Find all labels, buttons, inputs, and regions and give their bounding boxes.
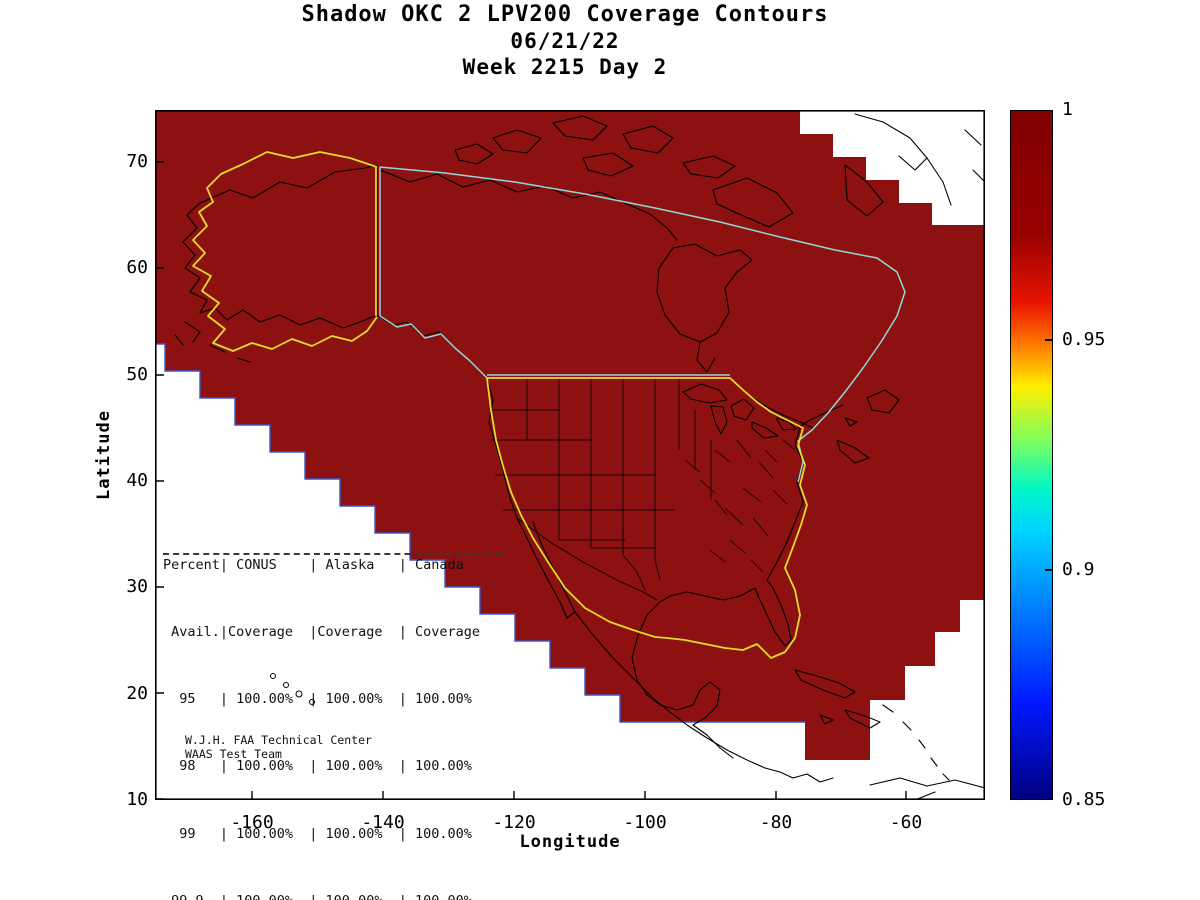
coverage-table-row: 99 | 100.00% | 100.00% | 100.00% [163,825,472,842]
coverage-table-row: 95 | 100.00% | 100.00% | 100.00% [163,691,472,708]
y-tick-label: 20 [126,683,148,704]
coverage-table-header: Avail.|Coverage |Coverage | Coverage [163,624,480,641]
y-tick-label: 60 [126,257,148,278]
coverage-map [155,110,985,800]
credit-line: WAAS Test Team [185,747,282,761]
y-tick-label: 40 [126,470,148,491]
plot-border [155,110,985,800]
coastline-layer [174,113,985,800]
figure-week-day: Week 2215 Day 2 [462,55,668,79]
credit-block: W.J.H. FAA Technical Center WAAS Test Te… [185,733,372,761]
y-axis-label: Latitude [94,410,114,500]
x-tick-label: -160 [230,812,274,833]
y-tick-label: 30 [126,576,148,597]
coverage-table-row: 99.9 | 100.00% | 100.00% | 100.00% [163,890,480,900]
hawaii-islands [270,673,315,705]
y-tick-label: 70 [126,151,148,172]
x-axis-label: Longitude [519,832,621,852]
coverage-table-header: Percent| CONUS | Alaska | Canada [163,556,464,573]
colorbar-tick-label: 0.9 [1062,559,1095,580]
x-tick-label: -80 [759,812,793,833]
coverage-table: Percent| CONUS | Alaska | Canada Avail.|… [163,509,480,900]
y-tick-label: 50 [126,364,148,385]
x-tick-label: -100 [623,812,667,833]
colorbar [1010,110,1053,800]
y-tick-label: 10 [126,789,148,810]
axis-tick-marks [155,161,907,800]
low-coverage-edge-contour [155,343,805,723]
x-tick-label: -60 [889,812,923,833]
colorbar-tick-label: 0.85 [1062,789,1106,810]
yellow-contour-layer [192,151,808,659]
colorbar-tick-label: 0.95 [1062,329,1106,350]
figure-date: 06/21/22 [510,29,620,53]
coverage-table-row: 98 | 100.00% | 100.00% | 100.00% [163,758,472,775]
colorbar-tick-label: 1 [1062,99,1073,120]
cyan-contour-layer [379,166,906,483]
colorbar-tick-mark [1045,339,1052,341]
x-tick-label: -120 [492,812,536,833]
coverage-table-separator [163,553,501,555]
x-tick-label: -140 [361,812,405,833]
figure-title: Shadow OKC 2 LPV200 Coverage Contours [301,2,829,27]
colorbar-tick-mark [1045,569,1052,571]
credit-line: W.J.H. FAA Technical Center [185,733,372,747]
